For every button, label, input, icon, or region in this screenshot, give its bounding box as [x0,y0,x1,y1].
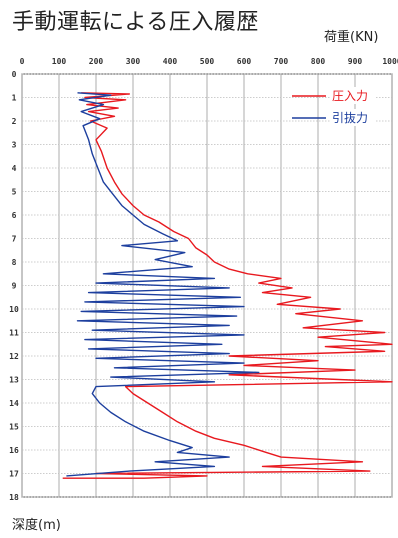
y-axis-unit-label: 深度(m) [12,518,61,533]
x-tick-label: 400 [163,57,178,66]
y-tick-label: 18 [9,493,19,502]
y-tick-label: 14 [9,399,19,408]
y-tick-label: 12 [9,352,19,361]
legend-label-bg [330,87,376,104]
y-tick-label: 8 [12,258,17,267]
x-tick-label: 100 [52,57,67,66]
y-tick-label: 15 [9,423,19,432]
legend-label-bg [330,109,376,126]
y-tick-label: 0 [12,70,17,79]
y-tick-label: 10 [9,305,19,314]
x-tick-label: 900 [348,57,363,66]
y-tick-label: 9 [12,282,17,291]
x-tick-label: 200 [89,57,104,66]
y-tick-label: 4 [12,164,17,173]
y-tick-label: 6 [12,211,17,220]
x-tick-label: 500 [200,57,215,66]
x-tick-label: 800 [311,57,326,66]
series-line-pull-out [66,92,260,477]
series-line-press-in [62,92,393,479]
legend-label: 引抜力 [332,111,368,125]
x-tick-label: 300 [126,57,141,66]
y-tick-label: 7 [12,235,17,244]
y-tick-label: 2 [12,117,17,126]
y-tick-label: 1 [12,94,17,103]
y-tick-label: 13 [9,376,19,385]
x-tick-label: 700 [274,57,289,66]
x-tick-label: 0 [20,57,25,66]
x-tick-label: 600 [237,57,252,66]
y-tick-label: 17 [9,470,19,479]
legend-label: 圧入力 [332,89,368,103]
y-tick-label: 3 [12,141,17,150]
y-tick-label: 16 [9,446,19,455]
chart-title: 手動運転による圧入履歴 [12,10,259,35]
x-axis-unit-label: 荷重(KN) [324,30,379,45]
y-tick-label: 11 [9,329,19,338]
y-tick-label: 5 [12,188,17,197]
